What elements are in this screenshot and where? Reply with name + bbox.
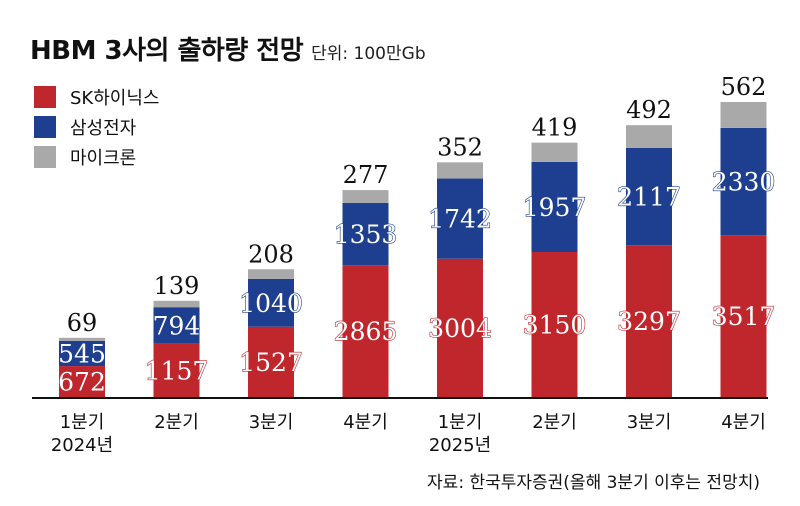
bar-micron-5 xyxy=(531,142,578,162)
bar-sk-0 xyxy=(59,366,105,397)
x-tick-label-1: 2분기 xyxy=(154,412,199,433)
source-note: 자료: 한국투자증권(올해 3분기 이후는 전망치) xyxy=(427,473,760,493)
data-label-micron-5: 419 xyxy=(532,114,578,142)
data-label-samsung-1: 794 xyxy=(153,311,201,340)
x-tick-label-0: 1분기 xyxy=(60,412,105,433)
legend-label-samsung: 삼성전자 xyxy=(70,118,137,139)
legend-item-samsung: 삼성전자 xyxy=(34,112,159,142)
bar-sk-6 xyxy=(626,245,672,397)
data-label-micron-0: 69 xyxy=(67,309,98,337)
bar-sk-1 xyxy=(153,343,200,397)
legend: SK하이닉스 삼성전자 마이크론 xyxy=(34,82,159,172)
legend-swatch-micron xyxy=(34,146,56,168)
chart-title: HBM 3사의 출하량 전망 xyxy=(30,36,304,66)
data-label-micron-3: 277 xyxy=(343,161,389,189)
bar-samsung-1 xyxy=(153,307,200,344)
x-tick-label-0-year: 2024년 xyxy=(51,435,113,456)
data-label-sk-5: 3150 xyxy=(523,311,587,340)
legend-label-sk: SK하이닉스 xyxy=(70,88,160,109)
x-tick-label-6: 3분기 xyxy=(627,412,672,433)
data-label-samsung-7: 2330 xyxy=(712,167,776,196)
data-label-samsung-6: 2117 xyxy=(617,183,681,212)
bar-samsung-5 xyxy=(531,161,578,253)
bar-micron-0 xyxy=(59,337,105,341)
x-tick-label-4-year: 2025년 xyxy=(429,435,491,456)
legend-item-sk: SK하이닉스 xyxy=(34,82,159,112)
data-label-micron-6: 492 xyxy=(626,96,672,124)
x-tick-label-7: 4분기 xyxy=(721,412,766,433)
data-label-micron-1: 139 xyxy=(154,272,200,300)
bar-sk-3 xyxy=(342,265,389,397)
data-label-micron-4: 352 xyxy=(437,133,483,161)
data-label-sk-0: 672 xyxy=(58,368,106,397)
bar-sk-4 xyxy=(437,258,483,397)
bar-samsung-4 xyxy=(437,178,483,259)
data-label-samsung-2: 1040 xyxy=(239,289,303,318)
bar-micron-6 xyxy=(626,125,672,148)
data-label-samsung-3: 1353 xyxy=(334,220,398,249)
data-label-micron-7: 562 xyxy=(721,73,767,101)
x-tick-label-5: 2분기 xyxy=(532,412,577,433)
bar-samsung-7 xyxy=(720,127,767,236)
bar-samsung-2 xyxy=(248,278,294,327)
unit-label: 단위: 100만Gb xyxy=(311,44,426,64)
data-label-sk-1: 1157 xyxy=(145,356,209,385)
x-tick-label-2: 3분기 xyxy=(249,412,294,433)
bar-micron-3 xyxy=(342,190,389,203)
data-label-sk-4: 3004 xyxy=(428,314,492,343)
bar-micron-1 xyxy=(153,300,200,308)
legend-label-micron: 마이크론 xyxy=(70,148,137,169)
bar-sk-2 xyxy=(248,326,294,397)
bar-samsung-6 xyxy=(626,147,672,246)
bar-micron-2 xyxy=(248,269,294,279)
legend-swatch-sk xyxy=(34,86,56,108)
chart-title-block: HBM 3사의 출하량 전망 단위: 100만Gb xyxy=(30,30,426,67)
data-label-samsung-5: 1957 xyxy=(523,193,587,222)
bar-micron-4 xyxy=(437,162,483,179)
data-label-sk-7: 3517 xyxy=(712,302,776,331)
data-label-sk-6: 3297 xyxy=(617,307,681,336)
bar-sk-7 xyxy=(720,235,767,397)
bar-sk-5 xyxy=(531,252,578,397)
x-tick-label-3: 4분기 xyxy=(343,412,388,433)
data-label-samsung-0: 545 xyxy=(58,340,106,369)
bar-samsung-0 xyxy=(59,340,105,367)
bar-micron-7 xyxy=(720,102,767,128)
data-label-sk-2: 1527 xyxy=(239,348,303,377)
data-label-micron-2: 208 xyxy=(248,240,294,268)
bar-samsung-3 xyxy=(342,202,389,266)
x-tick-label-4: 1분기 xyxy=(438,412,483,433)
data-label-sk-3: 2865 xyxy=(334,317,398,346)
legend-item-micron: 마이크론 xyxy=(34,142,159,172)
data-label-samsung-4: 1742 xyxy=(428,205,492,234)
legend-swatch-samsung xyxy=(34,116,56,138)
